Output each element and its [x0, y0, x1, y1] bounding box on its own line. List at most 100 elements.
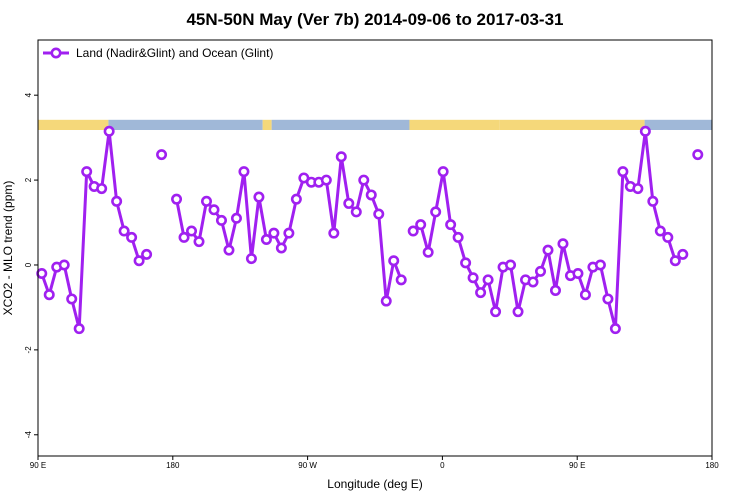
data-point [36, 267, 48, 279]
data-point [662, 231, 674, 243]
data-point [647, 195, 659, 207]
data-point [215, 214, 227, 226]
data-point [669, 255, 681, 267]
y-axis-label: XCO2 - MLO trend (ppm) [1, 181, 15, 316]
data-point [275, 242, 287, 254]
ocean-band-segment [108, 119, 263, 130]
data-point [208, 204, 220, 216]
data-point [388, 255, 400, 267]
land-band-segment [262, 119, 272, 130]
data-point [609, 323, 621, 335]
data-point [373, 208, 385, 220]
y-tick-label: 4 [24, 92, 33, 97]
series-line [412, 129, 684, 331]
y-tick-label: 0 [24, 262, 33, 267]
data-point [490, 306, 502, 318]
legend-label: Land (Nadir&Glint) and Ocean (Glint) [76, 46, 273, 60]
data-point [395, 274, 407, 286]
data-point [201, 195, 213, 207]
data-point [328, 227, 340, 239]
data-point [415, 219, 427, 231]
data-point [253, 191, 265, 203]
data-point [283, 227, 295, 239]
legend: Land (Nadir&Glint) and Ocean (Glint) [43, 46, 273, 60]
data-point [245, 253, 257, 265]
data-point [549, 284, 561, 296]
data-point [475, 287, 487, 299]
ocean-band-segment [271, 119, 410, 130]
ocean-band-segment [644, 119, 712, 130]
y-tick-label: 2 [24, 177, 33, 182]
plot-frame [37, 39, 713, 457]
data-point [579, 289, 591, 301]
series [36, 125, 704, 335]
y-tick-label: -2 [24, 346, 33, 354]
land-band-segment [499, 119, 645, 130]
x-axis-ticks: 90 E 180 90 W 0 90 E 180 [30, 456, 719, 470]
y-axis-ticks: -4 -2 0 2 4 [24, 92, 38, 438]
data-point [335, 151, 347, 163]
data-point [350, 206, 362, 218]
data-point [365, 189, 377, 201]
data-point [430, 206, 442, 218]
data-point [343, 197, 355, 209]
data-point [358, 174, 370, 186]
x-tick-label: 90 E [30, 461, 46, 470]
data-point [223, 244, 235, 256]
x-tick-label: 0 [440, 461, 445, 470]
data-point [594, 259, 606, 271]
data-point [66, 293, 78, 305]
data-point [460, 257, 472, 269]
data-point [290, 193, 302, 205]
data-point [407, 225, 419, 237]
chart-title: 45N-50N May (Ver 7b) 2014-09-06 to 2017-… [186, 10, 563, 29]
data-point [445, 219, 457, 231]
data-point [692, 149, 704, 161]
data-point [542, 244, 554, 256]
data-point [238, 166, 250, 178]
data-point [572, 267, 584, 279]
land-band-segment [38, 119, 109, 130]
series-line [40, 129, 148, 331]
data-point [171, 193, 183, 205]
data-point [557, 238, 569, 250]
data-point [141, 248, 153, 260]
data-point [527, 276, 539, 288]
data-point [512, 306, 524, 318]
data-point [260, 234, 272, 246]
legend-marker [50, 47, 62, 59]
data-point [118, 225, 130, 237]
x-tick-label: 90 E [569, 461, 585, 470]
data-point [654, 225, 666, 237]
data-point [602, 293, 614, 305]
data-point [126, 231, 138, 243]
data-point [437, 166, 449, 178]
data-point [193, 236, 205, 248]
data-point [156, 149, 168, 161]
data-point [380, 295, 392, 307]
data-point [268, 227, 280, 239]
data-point [81, 166, 93, 178]
data-point [43, 289, 55, 301]
data-point [452, 231, 464, 243]
x-tick-label: 180 [166, 461, 180, 470]
data-point [535, 265, 547, 277]
x-axis-label: Longitude (deg E) [327, 477, 422, 491]
data-point [133, 255, 145, 267]
data-point [617, 166, 629, 178]
data-point [186, 225, 198, 237]
data-point [422, 246, 434, 258]
data-point [467, 272, 479, 284]
data-point [58, 259, 70, 271]
land-band-segment [409, 119, 500, 130]
data-point [96, 183, 108, 195]
data-point [230, 212, 242, 224]
data-point [632, 183, 644, 195]
land-ocean-band [38, 119, 712, 130]
data-point [482, 274, 494, 286]
data-point [320, 174, 332, 186]
data-point [677, 248, 689, 260]
data-point [505, 259, 517, 271]
data-point [111, 195, 123, 207]
